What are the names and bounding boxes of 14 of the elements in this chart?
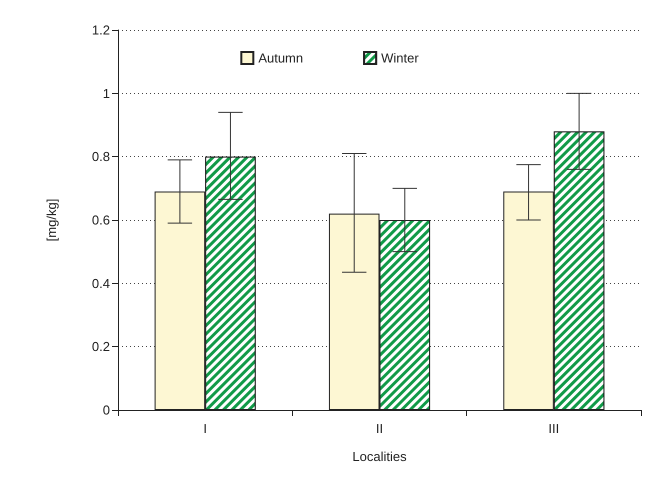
legend-label: Autumn — [258, 50, 304, 66]
x-tick-label: III — [548, 421, 560, 436]
y-axis-title: [mg/kg] — [44, 198, 59, 242]
y-tick-label: 0 — [102, 402, 110, 418]
x-tick-label: I — [203, 421, 207, 436]
y-tick-label: 0.4 — [92, 276, 110, 291]
y-tick-label: 1.2 — [92, 22, 110, 38]
y-tick-label: 0.8 — [92, 149, 110, 164]
x-axis-title: Localities — [352, 449, 408, 464]
y-tick-label: 1 — [102, 86, 110, 101]
y-tick-label: 0.6 — [92, 212, 110, 228]
legend-label: Winter — [381, 50, 420, 66]
x-tick-label: II — [376, 421, 384, 436]
y-tick-label: 0.2 — [92, 339, 110, 354]
